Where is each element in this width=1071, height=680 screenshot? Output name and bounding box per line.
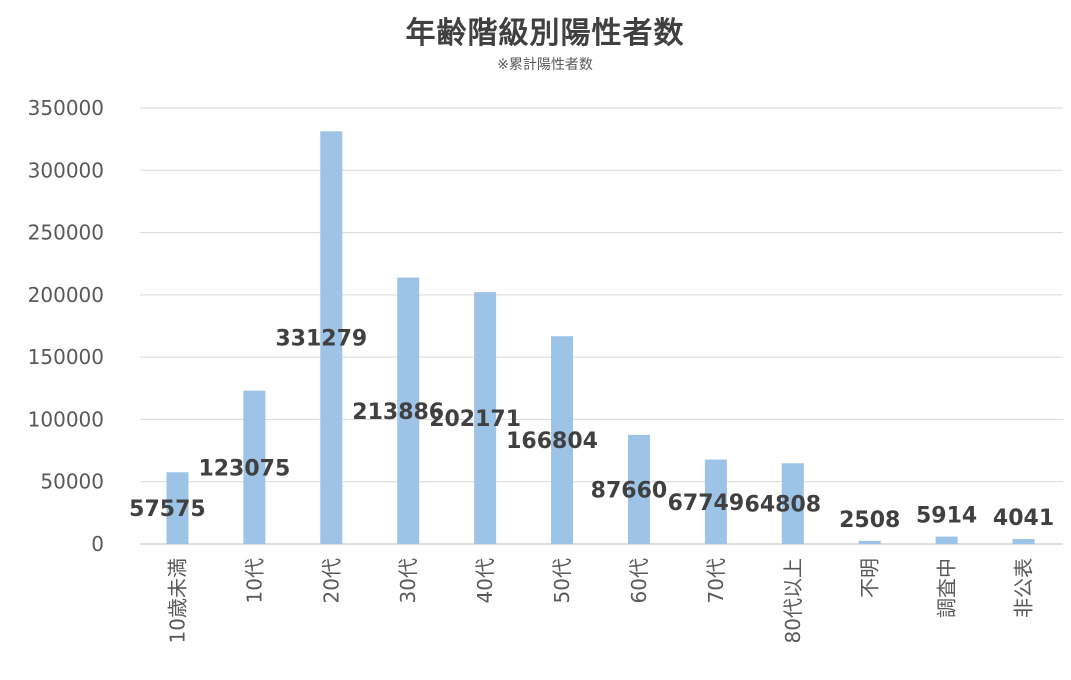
data-label: 123075 [198, 456, 290, 481]
x-category-label: 80代以上 [781, 558, 805, 643]
data-label: 5914 [916, 504, 977, 529]
bar [243, 390, 266, 544]
bar [627, 434, 650, 544]
data-label: 4041 [993, 506, 1054, 531]
chart-subtitle: ※累計陽性者数 [497, 57, 593, 73]
data-label: 67749 [668, 491, 745, 516]
x-category-label: 40代 [473, 558, 497, 603]
data-label: 64808 [745, 493, 822, 518]
y-tick-label: 100000 [28, 407, 104, 431]
y-axis-ticks: 0 50000 100000 150000 200000 250000 300000 3500… [28, 96, 104, 556]
data-label: 202171 [429, 407, 521, 432]
y-tick-label: 200000 [28, 283, 104, 307]
x-category-label: 60代 [627, 558, 651, 603]
bar [320, 131, 343, 544]
data-label: 2508 [839, 508, 900, 533]
x-category-label: 不明 [858, 558, 882, 598]
x-category-label: 非公表 [1012, 558, 1036, 618]
y-tick-label: 150000 [28, 345, 104, 369]
data-label: 87660 [591, 478, 668, 503]
bar [551, 336, 574, 544]
chart-title: 年齢階級別陽性者数 [405, 16, 685, 51]
data-label: 331279 [275, 327, 367, 352]
y-tick-label: 350000 [28, 96, 104, 120]
y-tick-label: 50000 [40, 470, 104, 494]
y-tick-label: 250000 [28, 221, 104, 245]
x-category-label: 10代 [242, 558, 266, 603]
data-label: 166804 [506, 429, 598, 454]
bar [166, 472, 189, 544]
x-axis-categories: 10歳未満 10代 20代 30代 40代 50代 60代 70代 80代以上 不明 調査中 非公表 [165, 558, 1035, 643]
x-category-label: 70代 [704, 558, 728, 603]
x-category-label: 50代 [550, 558, 574, 603]
x-category-label: 20代 [319, 558, 343, 603]
x-category-label: 10歳未満 [165, 558, 189, 643]
y-tick-label: 300000 [28, 158, 104, 182]
bar [474, 292, 497, 544]
bar [397, 277, 420, 544]
data-label: 57575 [129, 497, 206, 522]
x-category-label: 30代 [396, 558, 420, 603]
data-label: 213886 [352, 400, 444, 425]
bar [704, 459, 727, 544]
y-tick-label: 0 [91, 532, 104, 556]
gridlines [140, 107, 1063, 545]
bars [166, 131, 1035, 544]
bar [1012, 538, 1035, 544]
bar [935, 536, 958, 544]
bar [858, 540, 881, 544]
bar [781, 463, 804, 544]
x-category-label: 調査中 [935, 558, 959, 618]
